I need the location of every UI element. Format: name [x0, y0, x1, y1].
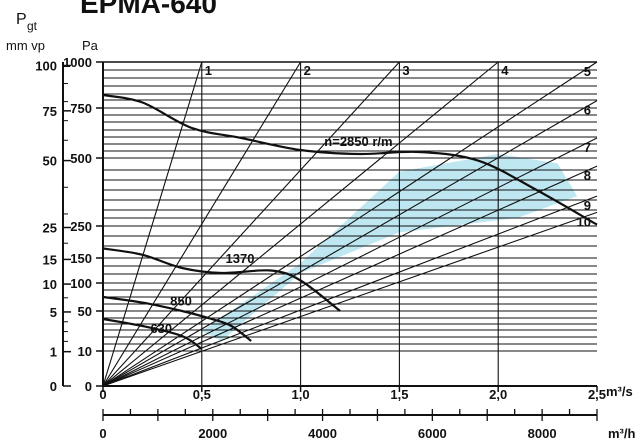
pa-tick-label-150: 150	[70, 251, 92, 266]
system-line-8	[102, 165, 598, 387]
mm-tick-label-75: 75	[43, 104, 57, 119]
y-axis-unit-mmvp: mm vp	[6, 38, 45, 53]
mm-tick-label-50: 50	[43, 154, 57, 169]
mm-tick-label-15: 15	[43, 252, 57, 267]
x-tick-label-1,5: 1,5	[390, 387, 408, 402]
x-tick-label-2,0: 2,0	[489, 387, 507, 402]
speed-curve-label-1: 1370	[226, 251, 255, 266]
speed-curves: n=2850 r/m 1370 850 630	[102, 94, 598, 350]
x-axis-m3h-ticks: 0 2000 4000 6000 8000	[99, 409, 598, 441]
speed-curve-1	[102, 247, 341, 312]
x-tick-label-1,0: 1,0	[292, 387, 310, 402]
speed-curve-3	[102, 317, 203, 350]
system-line-7	[102, 137, 598, 387]
m3h-tick-label-6000: 6000	[418, 426, 447, 441]
pa-tick-label-250: 250	[70, 219, 92, 234]
chart-title: EPMA-640	[80, 0, 217, 19]
speed-curve-label-2: 850	[170, 293, 192, 308]
system-line-label-3: 3	[402, 63, 409, 78]
mm-tick-label-100: 100	[35, 58, 57, 73]
m3h-tick-label-2000: 2000	[198, 426, 227, 441]
system-line-label-2: 2	[304, 63, 311, 78]
system-line-label-8: 8	[584, 168, 591, 183]
pa-tick-label-50: 50	[78, 304, 92, 319]
system-line-label-6: 6	[584, 103, 591, 118]
speed-curve-label-3: 630	[150, 321, 172, 336]
x-axis-unit-m3s: m³/s	[606, 384, 633, 399]
mm-tick-label-1: 1	[50, 345, 57, 360]
x-tick-label-0: 0	[99, 387, 106, 402]
operating-region	[201, 154, 578, 341]
pa-tick-label-500: 500	[70, 151, 92, 166]
system-line-label-1: 1	[205, 63, 212, 78]
system-line-label-5: 5	[584, 64, 591, 79]
system-line-label-9: 9	[584, 198, 591, 213]
x-tick-label-0,5: 0,5	[193, 387, 211, 402]
speed-curve-label-0: n=2850 r/m	[324, 134, 392, 149]
mm-tick-label-0: 0	[50, 379, 57, 394]
x-tick-label-2,5: 2,5	[588, 387, 606, 402]
system-line-label-7: 7	[584, 140, 591, 155]
pa-tick-label-0: 0	[85, 379, 92, 394]
m3h-tick-label-8000: 8000	[528, 426, 557, 441]
speed-curve-0	[102, 94, 598, 226]
y-axis-symbol: P	[16, 11, 27, 28]
system-line-5	[102, 61, 598, 387]
pa-tick-label-10: 10	[78, 344, 92, 359]
mm-tick-label-25: 25	[43, 221, 57, 236]
system-line-1	[102, 61, 203, 387]
m3h-tick-label-0: 0	[99, 426, 106, 441]
x-axis-unit-m3h: m³/h	[608, 426, 636, 441]
speed-curve-2	[102, 295, 252, 342]
x-axis-m3s-ticks: 0 0,5 1,0 1,5 2,0 2,5	[99, 386, 606, 402]
pa-tick-label-750: 750	[70, 101, 92, 116]
m3h-tick-label-4000: 4000	[308, 426, 337, 441]
system-line-label-4: 4	[501, 63, 509, 78]
system-line-9	[102, 195, 598, 387]
pa-tick-label-100: 100	[70, 276, 92, 291]
mm-tick-label-5: 5	[50, 305, 57, 320]
pa-tick-label-1000: 1000	[63, 55, 92, 70]
system-line-10	[102, 211, 598, 387]
y-axis-symbol-subscript: gt	[27, 19, 38, 33]
mm-tick-label-10: 10	[43, 277, 57, 292]
y-axis-unit-pa: Pa	[82, 38, 99, 53]
system-line-3	[102, 61, 400, 387]
system-line-2	[102, 61, 302, 387]
pa-axis-ticks: 0 10 50 100 150 250 500 750 1000	[63, 55, 103, 394]
